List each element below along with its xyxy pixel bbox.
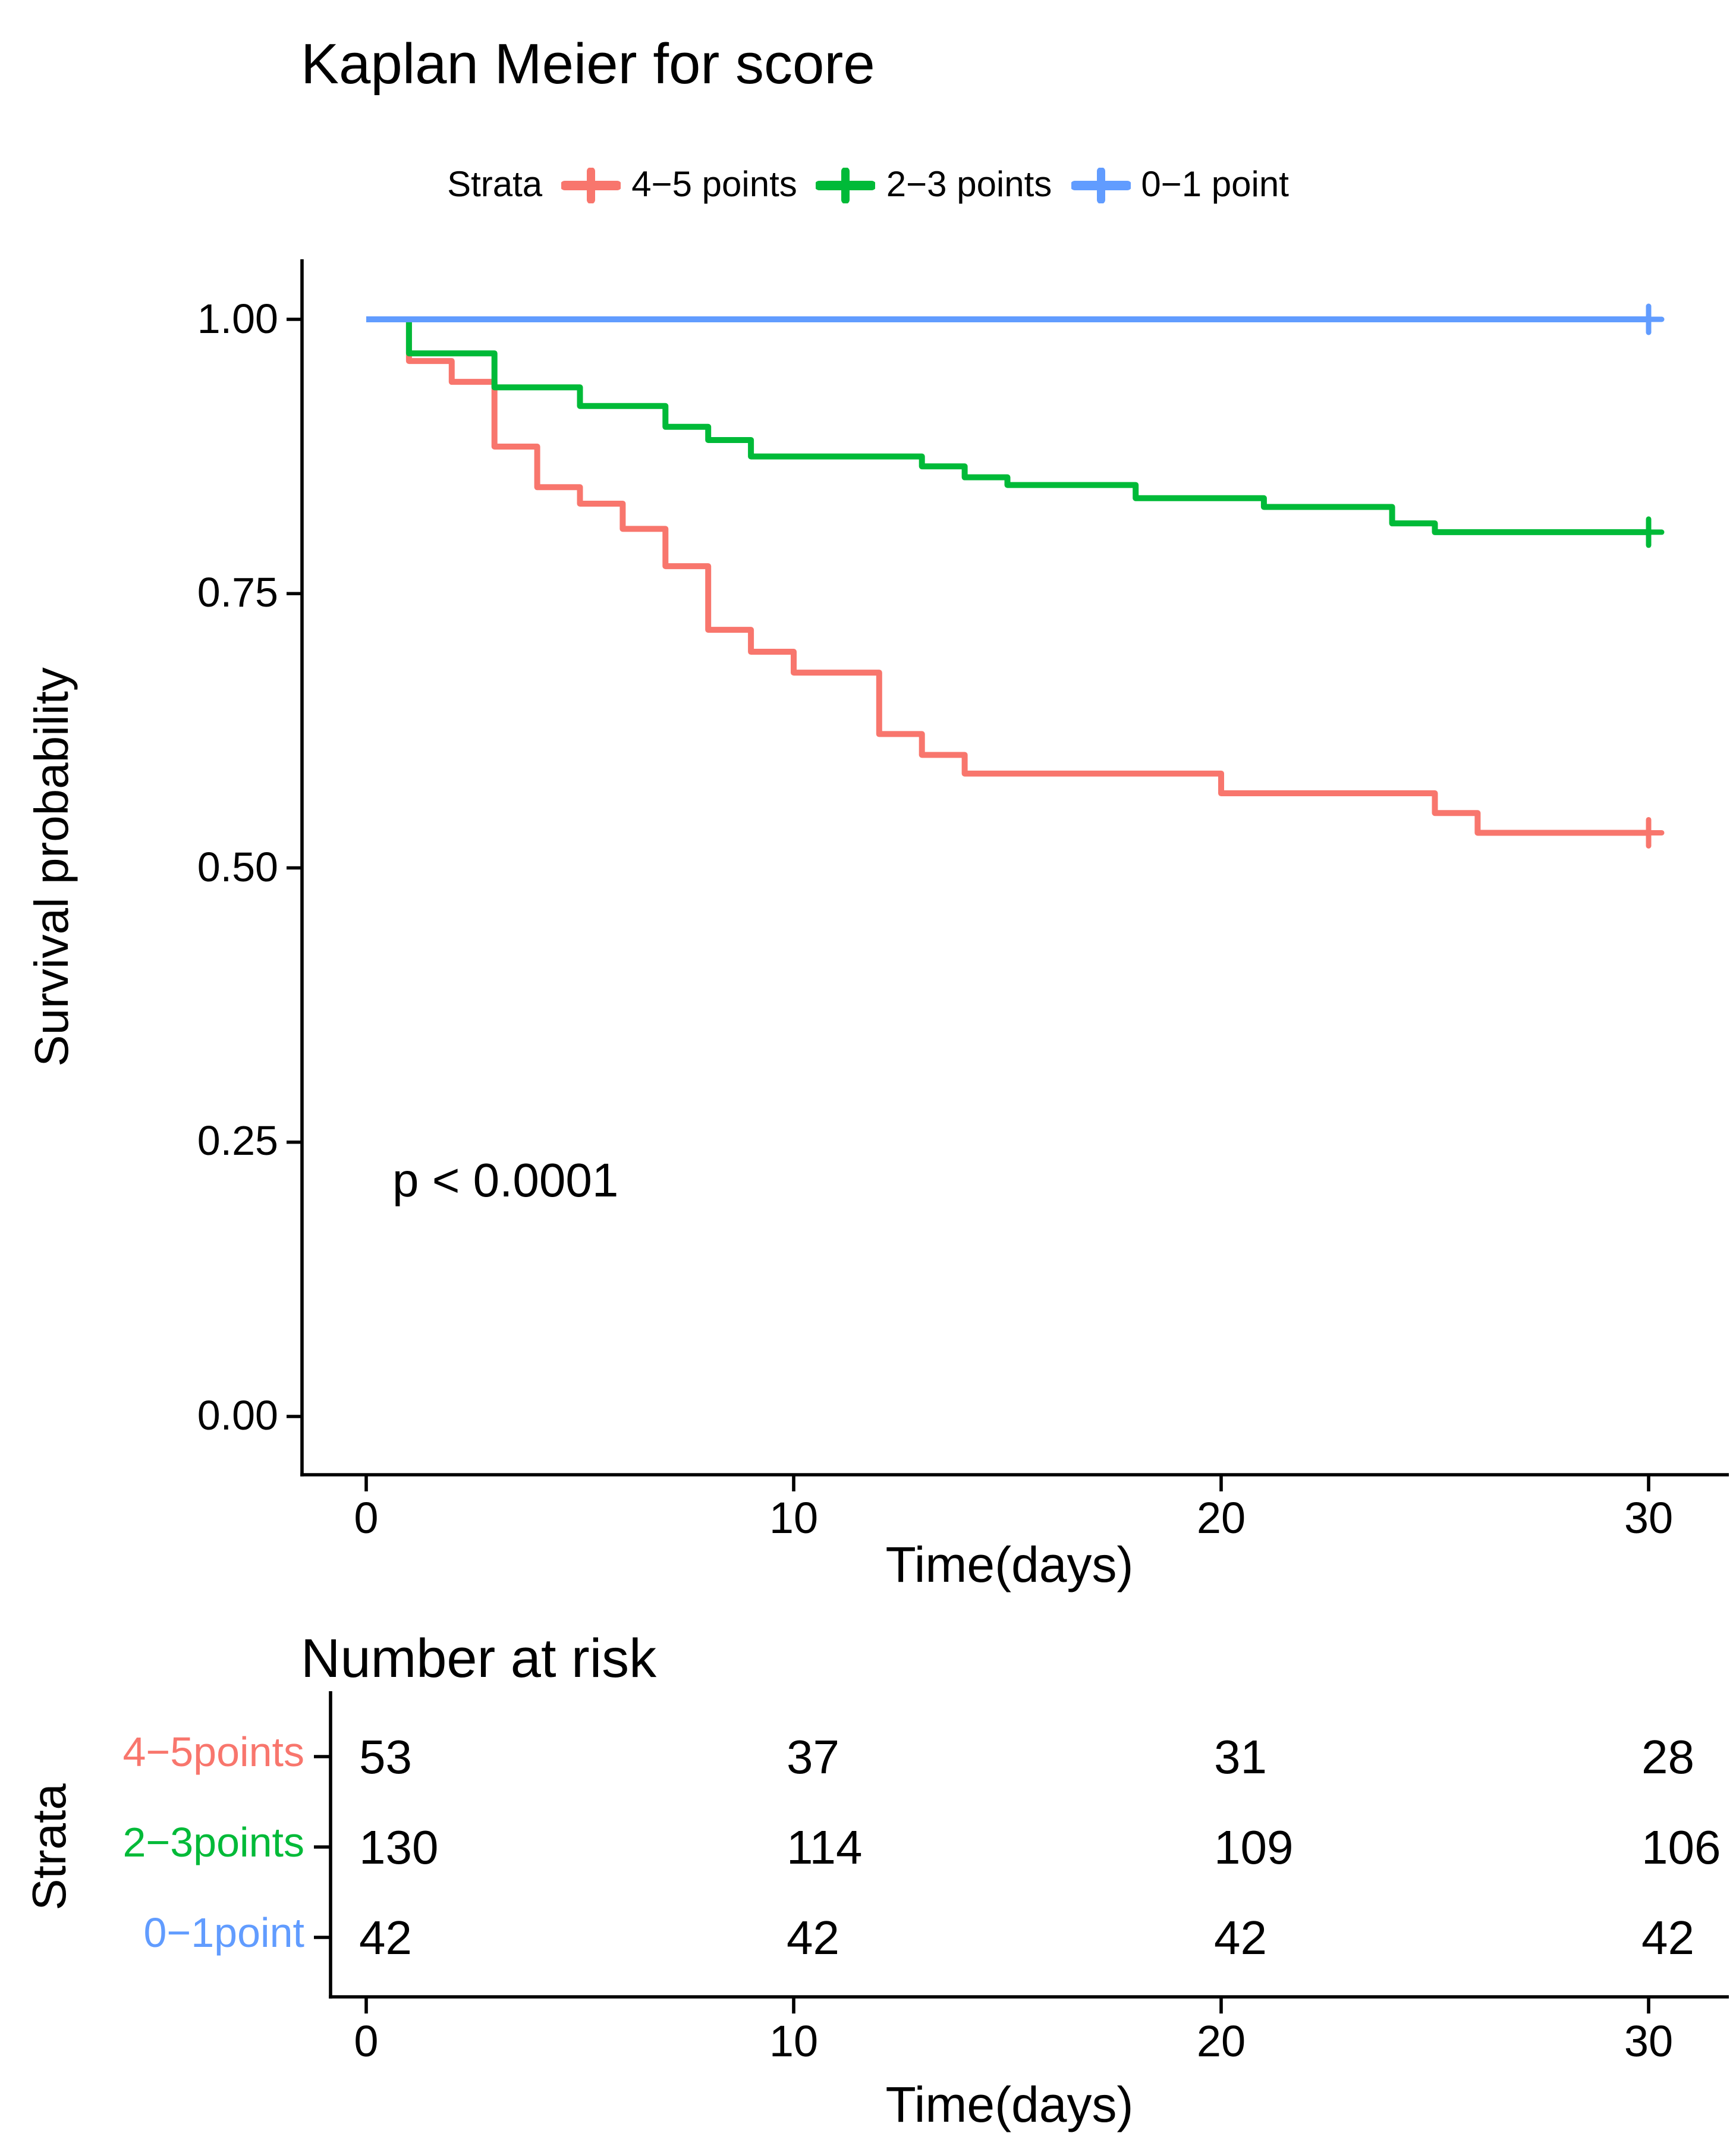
y-tick-label: 1.00 [197, 296, 278, 342]
legend-entry: 0−1 point [1071, 165, 1289, 206]
risk-count: 106 [1641, 1822, 1721, 1874]
risk-count: 37 [787, 1732, 839, 1784]
risk-row-label: 2−3points [122, 1820, 304, 1866]
risk-count: 42 [359, 1912, 412, 1965]
risk-count: 42 [787, 1912, 839, 1965]
risk-count: 42 [1214, 1912, 1267, 1965]
y-tick-label: 0.75 [197, 570, 278, 617]
x-tick-label: 20 [1196, 1494, 1246, 1543]
legend-key-plus-icon [1071, 168, 1131, 203]
risk-x-tick-label: 0 [354, 2017, 379, 2066]
risk-count: 31 [1214, 1732, 1267, 1784]
x-tick-label: 10 [769, 1494, 819, 1543]
risk-count: 28 [1641, 1732, 1694, 1784]
y-axis-title: Survival probability [26, 667, 78, 1067]
km-curve [366, 316, 1649, 836]
x-tick-label: 0 [354, 1494, 379, 1543]
legend-title: Strata [447, 165, 543, 205]
legend-entry: 2−3 points [816, 165, 1052, 206]
y-tick-label: 0.50 [197, 844, 278, 891]
legend-entry-label: 0−1 point [1141, 165, 1289, 205]
risk-count: 130 [359, 1822, 439, 1874]
page-title: Kaplan Meier for score [301, 33, 875, 96]
risk-x-tick-label: 30 [1624, 2017, 1674, 2066]
risk-row-label: 0−1point [143, 1910, 304, 1956]
risk-x-tick-label: 10 [769, 2017, 819, 2066]
x-axis-title: Time(days) [885, 1537, 1134, 1592]
legend-key-plus-icon [816, 168, 876, 203]
legend-entry-label: 2−3 points [886, 165, 1052, 205]
risk-x-tick-label: 20 [1196, 2017, 1246, 2066]
legend-entries: 4−5 points 2−3 points 0−1 point [561, 165, 1289, 206]
y-tick-label: 0.00 [197, 1393, 278, 1439]
p-value-annotation: p < 0.0001 [392, 1155, 619, 1207]
risk-table-title: Number at risk [301, 1627, 657, 1689]
legend-entry: 4−5 points [561, 165, 797, 206]
legend-entry-label: 4−5 points [631, 165, 797, 205]
legend-key-plus-icon [561, 168, 621, 203]
y-tick-label: 0.25 [197, 1118, 278, 1165]
legend: Strata 4−5 points 2−3 points 0−1 point [0, 157, 1736, 214]
x-tick-label: 30 [1624, 1494, 1674, 1543]
risk-x-axis-title: Time(days) [885, 2077, 1134, 2132]
risk-count: 42 [1641, 1912, 1694, 1965]
risk-row-label: 4−5points [122, 1729, 304, 1776]
km-curve [366, 316, 1649, 535]
risk-count: 109 [1214, 1822, 1294, 1874]
risk-count: 53 [359, 1732, 412, 1784]
risk-count: 114 [787, 1822, 863, 1874]
